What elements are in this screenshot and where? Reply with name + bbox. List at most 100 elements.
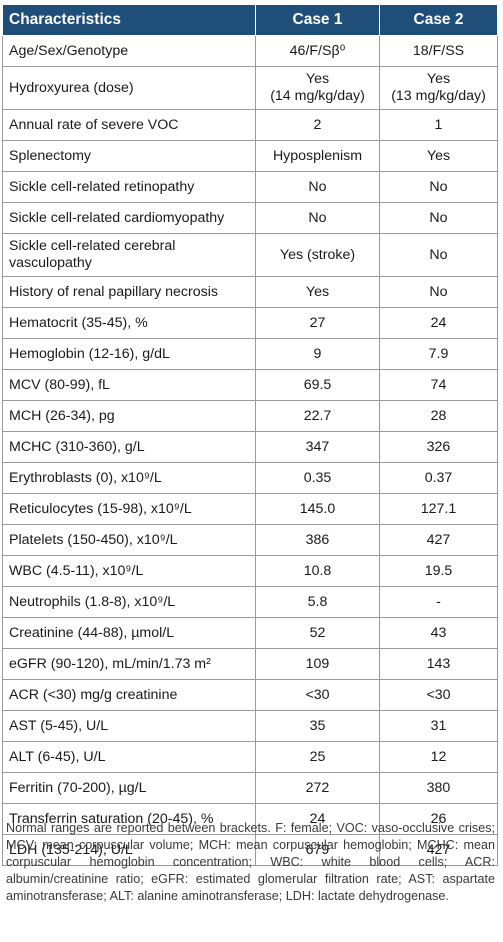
row-label: Transferrin saturation (20-45), % [2,803,256,835]
row-label: ALT (6-45), U/L [2,741,256,773]
table-row: LDH (135-214), U/L 679 427 [2,834,498,866]
row-label: LDH (135-214), U/L [2,834,256,866]
case-1-value: 5.8 [255,586,380,618]
header-characteristics: Characteristics [2,4,256,36]
table-row: Hematocrit (35-45), % 27 24 [2,307,498,339]
case-2-value: 43 [379,617,498,649]
case-1-value: 69.5 [255,369,380,401]
row-label: AST (5-45), U/L [2,710,256,742]
table-row: Sickle cell-related cardiomyopathy No No [2,202,498,234]
case-1-value: 24 [255,803,380,835]
case-2-value: 7.9 [379,338,498,370]
table-row: AST (5-45), U/L 35 31 [2,710,498,742]
row-label: ACR (<30) mg/g creatinine [2,679,256,711]
case-2-value: 24 [379,307,498,339]
case-2-value: No [379,233,498,277]
case-2-value: 427 [379,524,498,556]
header-case-2: Case 2 [379,4,498,36]
row-label: Erythroblasts (0), x10⁹/L [2,462,256,494]
case-1-value: 2 [255,109,380,141]
case-2-value: 18/F/SS [379,35,498,67]
table-row: Splenectomy Hyposplenism Yes [2,140,498,172]
case-1-value: 25 [255,741,380,773]
table-row: Platelets (150-450), x10⁹/L 386 427 [2,524,498,556]
case-1-value: 386 [255,524,380,556]
row-label: MCV (80-99), fL [2,369,256,401]
case-1-value: 22.7 [255,400,380,432]
row-label: Sickle cell-related cardiomyopathy [2,202,256,234]
case-2-value: No [379,276,498,308]
case-1-value: Hyposplenism [255,140,380,172]
table-body: Age/Sex/Genotype 46/F/Sβ⁰ 18/F/SS Hydroxyur… [2,35,498,866]
case-1-value: 347 [255,431,380,463]
row-label: Reticulocytes (15-98), x10⁹/L [2,493,256,525]
case-1-value: 9 [255,338,380,370]
case-2-value: 19.5 [379,555,498,587]
table-row: Creatinine (44-88), µmol/L 52 43 [2,617,498,649]
case-1-value: 145.0 [255,493,380,525]
table-row: Reticulocytes (15-98), x10⁹/L 145.0 127.1 [2,493,498,525]
row-label: Neutrophils (1.8-8), x10⁹/L [2,586,256,618]
characteristics-table-container: Characteristics Case 1 Case 2 Age/Sex/Ge… [2,4,498,866]
table-row: Hydroxyurea (dose) Yes (14 mg/kg/day) Yes … [2,66,498,110]
case-1-value: <30 [255,679,380,711]
table-row: Transferrin saturation (20-45), % 24 26 [2,803,498,835]
case-1-value: 272 [255,772,380,804]
row-label: Hemoglobin (12-16), g/dL [2,338,256,370]
case-2-value: - [379,586,498,618]
row-label: Hematocrit (35-45), % [2,307,256,339]
case-1-value: 10.8 [255,555,380,587]
row-label: History of renal papillary necrosis [2,276,256,308]
table-row: MCH (26-34), pg 22.7 28 [2,400,498,432]
row-label: Platelets (150-450), x10⁹/L [2,524,256,556]
table-row: Age/Sex/Genotype 46/F/Sβ⁰ 18/F/SS [2,35,498,67]
case-2-value: 26 [379,803,498,835]
case-2-value: 380 [379,772,498,804]
row-label: MCH (26-34), pg [2,400,256,432]
table-row: MCHC (310-360), g/L 347 326 [2,431,498,463]
table-row: Ferritin (70-200), µg/L 272 380 [2,772,498,804]
case-2-value: 31 [379,710,498,742]
case-1-value: 679 [255,834,380,866]
case-1-value: Yes (stroke) [255,233,380,277]
row-label: eGFR (90-120), mL/min/1.73 m² [2,648,256,680]
table-row: History of renal papillary necrosis Yes No [2,276,498,308]
case-1-value: 52 [255,617,380,649]
table-row: WBC (4.5-11), x10⁹/L 10.8 19.5 [2,555,498,587]
case-1-value: No [255,202,380,234]
row-label: Splenectomy [2,140,256,172]
table-row: Sickle cell-related cerebral vasculopath… [2,233,498,277]
case-2-value: 1 [379,109,498,141]
table-row: Annual rate of severe VOC 2 1 [2,109,498,141]
table-row: ACR (<30) mg/g creatinine <30 <30 [2,679,498,711]
row-label: Creatinine (44-88), µmol/L [2,617,256,649]
case-1-value: 46/F/Sβ⁰ [255,35,380,67]
case-1-value: 35 [255,710,380,742]
table-row: MCV (80-99), fL 69.5 74 [2,369,498,401]
case-2-value: 143 [379,648,498,680]
table-row: Erythroblasts (0), x10⁹/L 0.35 0.37 [2,462,498,494]
table-row: Sickle cell-related retinopathy No No [2,171,498,203]
row-label: Ferritin (70-200), µg/L [2,772,256,804]
row-label: Sickle cell-related cerebral vasculopath… [2,233,256,277]
row-label: WBC (4.5-11), x10⁹/L [2,555,256,587]
table-row: ALT (6-45), U/L 25 12 [2,741,498,773]
table-row: Hemoglobin (12-16), g/dL 9 7.9 [2,338,498,370]
case-2-value: 127.1 [379,493,498,525]
table-row: Neutrophils (1.8-8), x10⁹/L 5.8- [2,586,498,618]
row-label: MCHC (310-360), g/L [2,431,256,463]
characteristics-table: Characteristics Case 1 Case 2 Age/Sex/Ge… [2,4,498,866]
row-label: Annual rate of severe VOC [2,109,256,141]
case-2-value: 326 [379,431,498,463]
case-1-value: Yes (14 mg/kg/day) [255,66,380,110]
row-label: Sickle cell-related retinopathy [2,171,256,203]
table-footnote: Normal ranges are reported between brack… [6,821,495,903]
case-2-value: 427 [379,834,498,866]
case-2-value: No [379,171,498,203]
row-label: Hydroxyurea (dose) [2,66,256,110]
case-2-value: Yes [379,140,498,172]
case-2-value: Yes (13 mg/kg/day) [379,66,498,110]
case-2-value: 0.37 [379,462,498,494]
case-2-value: 28 [379,400,498,432]
case-2-value: <30 [379,679,498,711]
